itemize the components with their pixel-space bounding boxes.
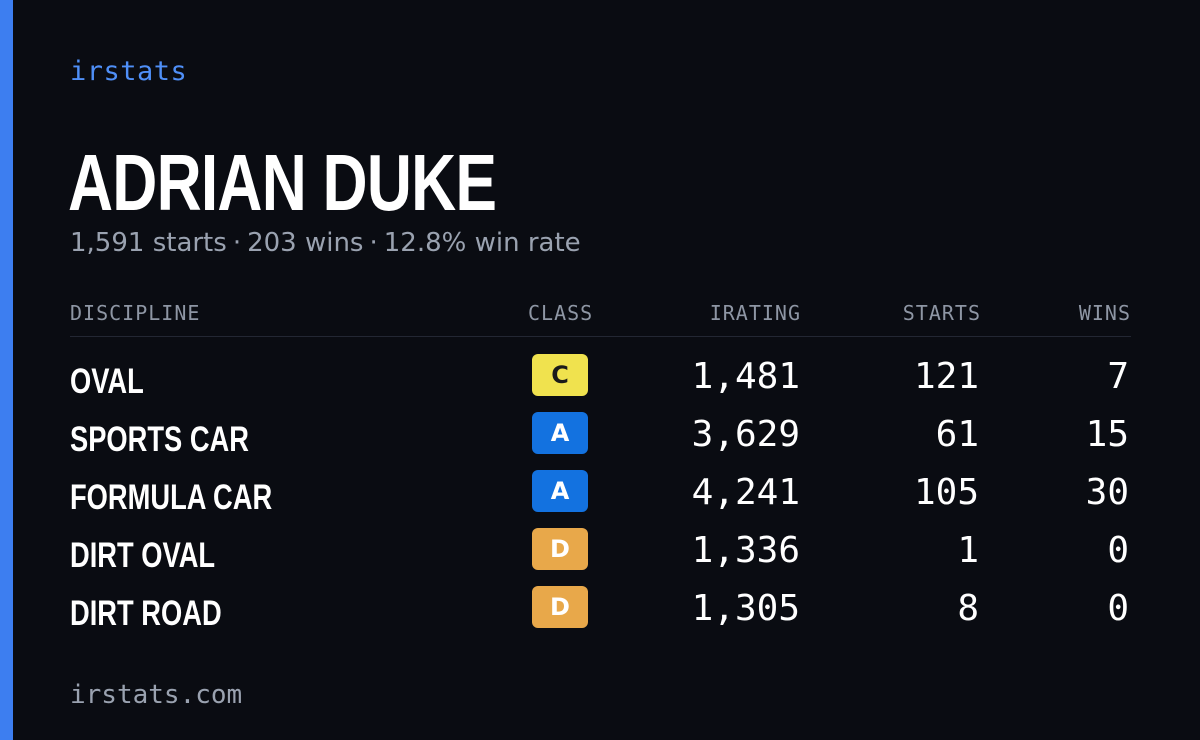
starts-value: 61 [935, 414, 979, 455]
summary-separator: · [369, 228, 378, 258]
irating-value: 1,336 [691, 530, 800, 571]
header-starts: STARTS [902, 301, 981, 325]
class-badge: D [532, 586, 588, 628]
summary-separator: · [232, 228, 242, 258]
win-rate-summary: 12.8% win rate [383, 228, 581, 258]
wins-value: 0 [1107, 530, 1129, 571]
header-discipline: DISCIPLINE [70, 301, 201, 325]
wins-value: 0 [1107, 588, 1129, 629]
wins-value: 15 [1085, 414, 1129, 455]
class-badge: A [532, 470, 588, 512]
header-wins: WINS [1078, 301, 1131, 325]
table-row: DIRT ROAD D 1,305 8 0 [70, 586, 1131, 644]
brand-logo-text[interactable]: irstats [70, 56, 188, 87]
irating-value: 1,481 [691, 356, 800, 397]
class-badge: A [532, 412, 588, 454]
irating-value: 4,241 [691, 472, 800, 513]
starts-value: 105 [913, 472, 979, 513]
wins-value: 7 [1107, 356, 1129, 397]
table-row: DIRT OVAL D 1,336 1 0 [70, 528, 1131, 586]
table-row: FORMULA CAR A 4,241 105 30 [70, 470, 1131, 528]
footer-link[interactable]: irstats.com [70, 680, 243, 710]
wins-summary: 203 wins [247, 228, 364, 258]
driver-name: ADRIAN DUKE [68, 138, 497, 227]
irating-value: 3,629 [691, 414, 800, 455]
class-badge: D [532, 528, 588, 570]
irating-value: 1,305 [691, 588, 800, 629]
table-row: OVAL C 1,481 121 7 [70, 354, 1131, 412]
starts-value: 1 [957, 530, 979, 571]
discipline-label: FORMULA CAR [70, 478, 273, 517]
header-class: CLASS [528, 301, 594, 325]
discipline-label: SPORTS CAR [70, 420, 249, 459]
starts-summary: 1,591 starts [70, 228, 227, 258]
table-row: SPORTS CAR A 3,629 61 15 [70, 412, 1131, 470]
discipline-label: OVAL [70, 362, 144, 401]
header-irating: IRATING [709, 301, 801, 325]
discipline-label: DIRT ROAD [70, 594, 222, 633]
class-badge: C [532, 354, 588, 396]
starts-value: 8 [957, 588, 979, 629]
wins-value: 30 [1085, 472, 1129, 513]
driver-summary: 1,591 starts · 203 wins · 12.8% win rate [70, 228, 581, 258]
table-header: DISCIPLINE CLASS IRATING STARTS WINS [70, 300, 1131, 337]
accent-bar [0, 0, 13, 740]
starts-value: 121 [913, 356, 979, 397]
discipline-label: DIRT OVAL [70, 536, 216, 575]
